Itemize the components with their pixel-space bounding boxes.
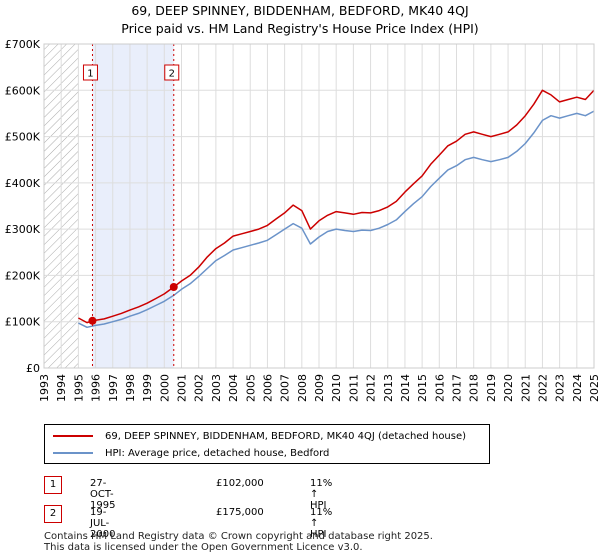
sale-label-box <box>164 64 180 81</box>
x-tick-label: 2020 <box>502 374 515 402</box>
x-tick-label: 2021 <box>519 374 532 402</box>
sale-label-text: 1 <box>87 69 93 80</box>
legend-item-property: 69, DEEP SPINNEY, BIDDENHAM, BEDFORD, MK… <box>53 428 466 444</box>
legend-item-hpi: HPI: Average price, detached house, Bedf… <box>53 445 329 461</box>
transaction-date: 19-JUL-2000 <box>90 507 116 540</box>
transaction-price: £102,000 <box>216 478 264 489</box>
sale-label-text: 2 <box>169 69 175 80</box>
x-tick-label: 2009 <box>313 374 326 402</box>
y-tick-label: £300K <box>5 223 41 236</box>
x-tick-label: 1996 <box>90 374 103 402</box>
x-tick-label: 2019 <box>485 374 498 402</box>
sale-label-box <box>82 64 98 81</box>
x-tick-label: 2012 <box>365 374 378 402</box>
x-tick-label: 1997 <box>107 374 120 402</box>
x-tick-label: 2002 <box>193 374 206 402</box>
x-tick-label: 2024 <box>571 374 584 402</box>
transaction-date: 27-OCT-1995 <box>90 478 116 511</box>
x-tick-label: 2011 <box>347 374 360 402</box>
series-line-hpi <box>78 110 595 329</box>
y-tick-label: £700K <box>5 38 41 51</box>
legend-swatch-property <box>53 435 93 437</box>
x-tick-label: 2008 <box>296 374 309 402</box>
x-tick-label: 2016 <box>433 374 446 402</box>
x-tick-label: 2014 <box>399 374 412 402</box>
legend-swatch-hpi <box>53 452 93 454</box>
chart-title: 69, DEEP SPINNEY, BIDDENHAM, BEDFORD, MK… <box>131 3 469 18</box>
legend-label-property: 69, DEEP SPINNEY, BIDDENHAM, BEDFORD, MK… <box>105 430 467 442</box>
y-tick-label: £600K <box>5 84 41 97</box>
plot-area-border <box>43 43 595 369</box>
x-tick-label: 2005 <box>244 374 257 402</box>
legend-label-hpi: HPI: Average price, detached house, Bedf… <box>105 447 330 459</box>
x-tick-label: 1994 <box>55 374 68 402</box>
footer-line-2: This data is licensed under the Open Gov… <box>44 542 363 553</box>
ownership-highlight <box>92 44 174 368</box>
x-tick-label: 2013 <box>382 374 395 402</box>
x-tick-label: 2015 <box>416 374 429 402</box>
footer-line-1: Contains HM Land Registry data © Crown c… <box>44 531 433 542</box>
transaction-number: 1 <box>44 476 62 494</box>
y-tick-label: £500K <box>5 131 41 144</box>
x-tick-label: 2025 <box>588 374 600 402</box>
x-tick-label: 2006 <box>261 374 274 402</box>
y-tick-label: £0 <box>26 362 40 375</box>
series-line-property <box>78 89 595 324</box>
transaction-number: 2 <box>44 505 62 523</box>
transaction-price: £175,000 <box>216 507 264 518</box>
x-tick-label: 2004 <box>227 374 240 402</box>
x-tick-label: 2000 <box>158 374 171 402</box>
y-tick-label: £200K <box>5 269 41 282</box>
sale-point <box>88 316 97 325</box>
x-tick-label: 2010 <box>330 374 343 402</box>
x-tick-label: 1999 <box>141 374 154 402</box>
x-tick-label: 1995 <box>72 374 85 402</box>
footer-attribution: Contains HM Land Registry data © Crown c… <box>44 531 433 553</box>
chart-subtitle: Price paid vs. HM Land Registry's House … <box>121 21 479 36</box>
x-tick-label: 1998 <box>124 374 137 402</box>
x-tick-label: 1993 <box>38 374 51 402</box>
sale-point <box>169 283 178 291</box>
x-tick-label: 2017 <box>451 374 464 402</box>
x-tick-label: 2001 <box>176 374 189 402</box>
x-tick-label: 2022 <box>536 374 549 402</box>
legend: 69, DEEP SPINNEY, BIDDENHAM, BEDFORD, MK… <box>44 424 490 464</box>
y-tick-label: £400K <box>5 177 41 190</box>
price-chart: 1 2 £0 £100K £200K £300K £400K £500K £600K £700K… <box>5 38 600 402</box>
transaction-hpi-diff: 11% ↑ HPI <box>310 507 333 540</box>
x-tick-label: 2003 <box>210 374 223 402</box>
x-tick-label: 2018 <box>468 374 481 402</box>
x-tick-label: 2007 <box>279 374 292 402</box>
y-tick-label: £100K <box>5 316 41 329</box>
transaction-hpi-diff: 11% ↑ HPI <box>310 478 333 511</box>
x-tick-label: 2023 <box>554 374 567 402</box>
